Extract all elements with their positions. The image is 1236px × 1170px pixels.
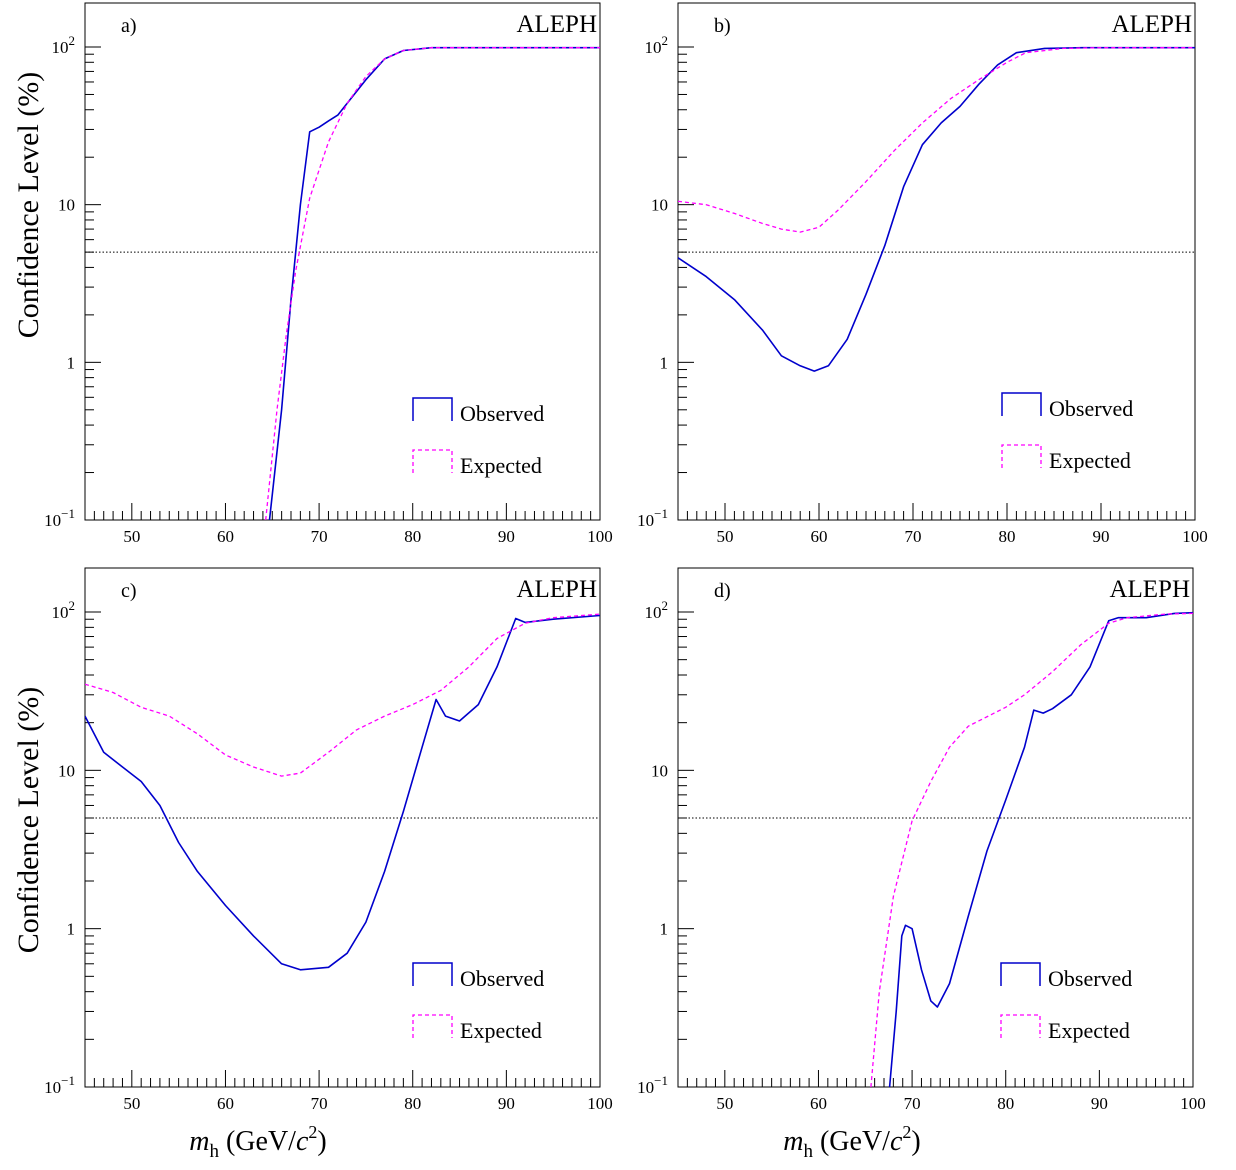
y-tick-label: 10−1 (44, 1073, 75, 1097)
panels-group: 50 60 70 80 90 100 10−1 1 10 102 a) ALEPH Observed Ex… (44, 2, 1208, 1113)
legend-observed-swatch (1000, 962, 1041, 986)
experiment-label: ALEPH (1109, 576, 1190, 603)
x-tick-label: 90 (1091, 1094, 1108, 1113)
y-tick-label: 102 (645, 33, 669, 57)
legend-expected-label: Expected (460, 453, 542, 478)
y-tick-label: 1 (67, 920, 76, 939)
chart-panel-a: 50 60 70 80 90 100 10−1 1 10 102 a) ALEPH Observed Ex… (44, 2, 613, 546)
x-tick-label: 100 (1182, 527, 1208, 546)
panel-label: b) (714, 15, 731, 37)
legend-expected-swatch (412, 1014, 453, 1038)
panel-label: c) (121, 580, 137, 602)
panel-label: a) (121, 15, 137, 37)
legend-observed-swatch (412, 397, 453, 421)
x-tick-label: 60 (217, 527, 234, 546)
experiment-label: ALEPH (1111, 11, 1192, 38)
legend-observed-label: Observed (1049, 396, 1133, 421)
x-tick-label: 100 (587, 527, 613, 546)
x-tick-label: 60 (217, 1094, 234, 1113)
experiment-label: ALEPH (516, 576, 597, 603)
x-tick-label: 80 (999, 527, 1016, 546)
x-tick-label: 70 (905, 527, 922, 546)
x-tick-label: 90 (1093, 527, 1110, 546)
y-axis-label-bottom: Confidence Level (%) (12, 687, 45, 954)
expected-curve (85, 613, 600, 777)
x-tick-label: 90 (498, 1094, 515, 1113)
plot-frame (677, 2, 1196, 521)
legend-expected-label: Expected (1048, 1018, 1130, 1043)
legend-expected-swatch (412, 449, 453, 473)
plot-frame (84, 2, 601, 521)
chart-panel-d: 50 60 70 80 90 100 10−1 1 10 102 d) ALEPH Observed Ex… (637, 567, 1206, 1113)
x-tick-label: 80 (404, 1094, 421, 1113)
y-tick-label: 102 (52, 598, 76, 622)
y-tick-label: 1 (660, 353, 669, 372)
legend-observed-label: Observed (1048, 966, 1132, 991)
y-tick-label: 10 (651, 761, 668, 780)
y-tick-label: 10−1 (637, 506, 668, 530)
y-axis-label-top: Confidence Level (%) (12, 72, 45, 339)
expected-curve (870, 612, 1193, 1087)
observed-curve (888, 611, 1193, 1087)
x-tick-label: 50 (716, 1094, 733, 1113)
y-tick-label: 10 (58, 196, 75, 215)
experiment-label: ALEPH (516, 11, 597, 38)
x-tick-label: 70 (311, 1094, 328, 1113)
legend-expected-swatch (1001, 444, 1042, 468)
chart-panel-b: 50 60 70 80 90 100 10−1 1 10 102 b) ALEPH Observed Ex… (637, 2, 1208, 546)
y-tick-label: 102 (645, 598, 669, 622)
plot-frame (84, 567, 601, 1088)
legend-expected-label: Expected (1049, 448, 1131, 473)
x-tick-label: 80 (404, 527, 421, 546)
legend-observed-label: Observed (460, 966, 544, 991)
x-tick-label: 90 (498, 527, 515, 546)
observed-curve (85, 614, 600, 971)
chart-panel-c: 50 60 70 80 90 100 10−1 1 10 102 c) ALEPH Observed Ex… (44, 567, 613, 1113)
expected-curve (678, 47, 1195, 233)
x-tick-label: 80 (997, 1094, 1014, 1113)
y-tick-label: 1 (660, 920, 669, 939)
y-tick-label: 1 (67, 353, 76, 372)
panel-label: d) (714, 580, 731, 602)
x-tick-label: 60 (811, 527, 828, 546)
expected-curve (265, 47, 600, 520)
x-tick-label: 70 (311, 527, 328, 546)
x-tick-label: 50 (123, 527, 140, 546)
legend-observed-label: Observed (460, 401, 544, 426)
legend-expected-swatch (1000, 1014, 1041, 1038)
x-tick-label: 100 (587, 1094, 613, 1113)
observed-curve (678, 46, 1195, 372)
x-tick-label: 50 (717, 527, 734, 546)
plot-frame (677, 567, 1194, 1088)
observed-curve (268, 46, 600, 520)
x-axis-label-left: mh (GeV/c2) (189, 1122, 326, 1162)
x-axis-label-right: mh (GeV/c2) (783, 1122, 920, 1162)
legend-observed-swatch (412, 962, 453, 986)
legend-expected-label: Expected (460, 1018, 542, 1043)
y-tick-label: 10−1 (44, 506, 75, 530)
y-tick-label: 10 (651, 196, 668, 215)
x-tick-label: 50 (123, 1094, 140, 1113)
y-tick-label: 102 (52, 33, 76, 57)
y-tick-label: 10 (58, 761, 75, 780)
legend-observed-swatch (1001, 392, 1042, 416)
y-tick-label: 10−1 (637, 1073, 668, 1097)
x-tick-label: 70 (904, 1094, 921, 1113)
x-tick-label: 100 (1180, 1094, 1206, 1113)
x-tick-label: 60 (810, 1094, 827, 1113)
